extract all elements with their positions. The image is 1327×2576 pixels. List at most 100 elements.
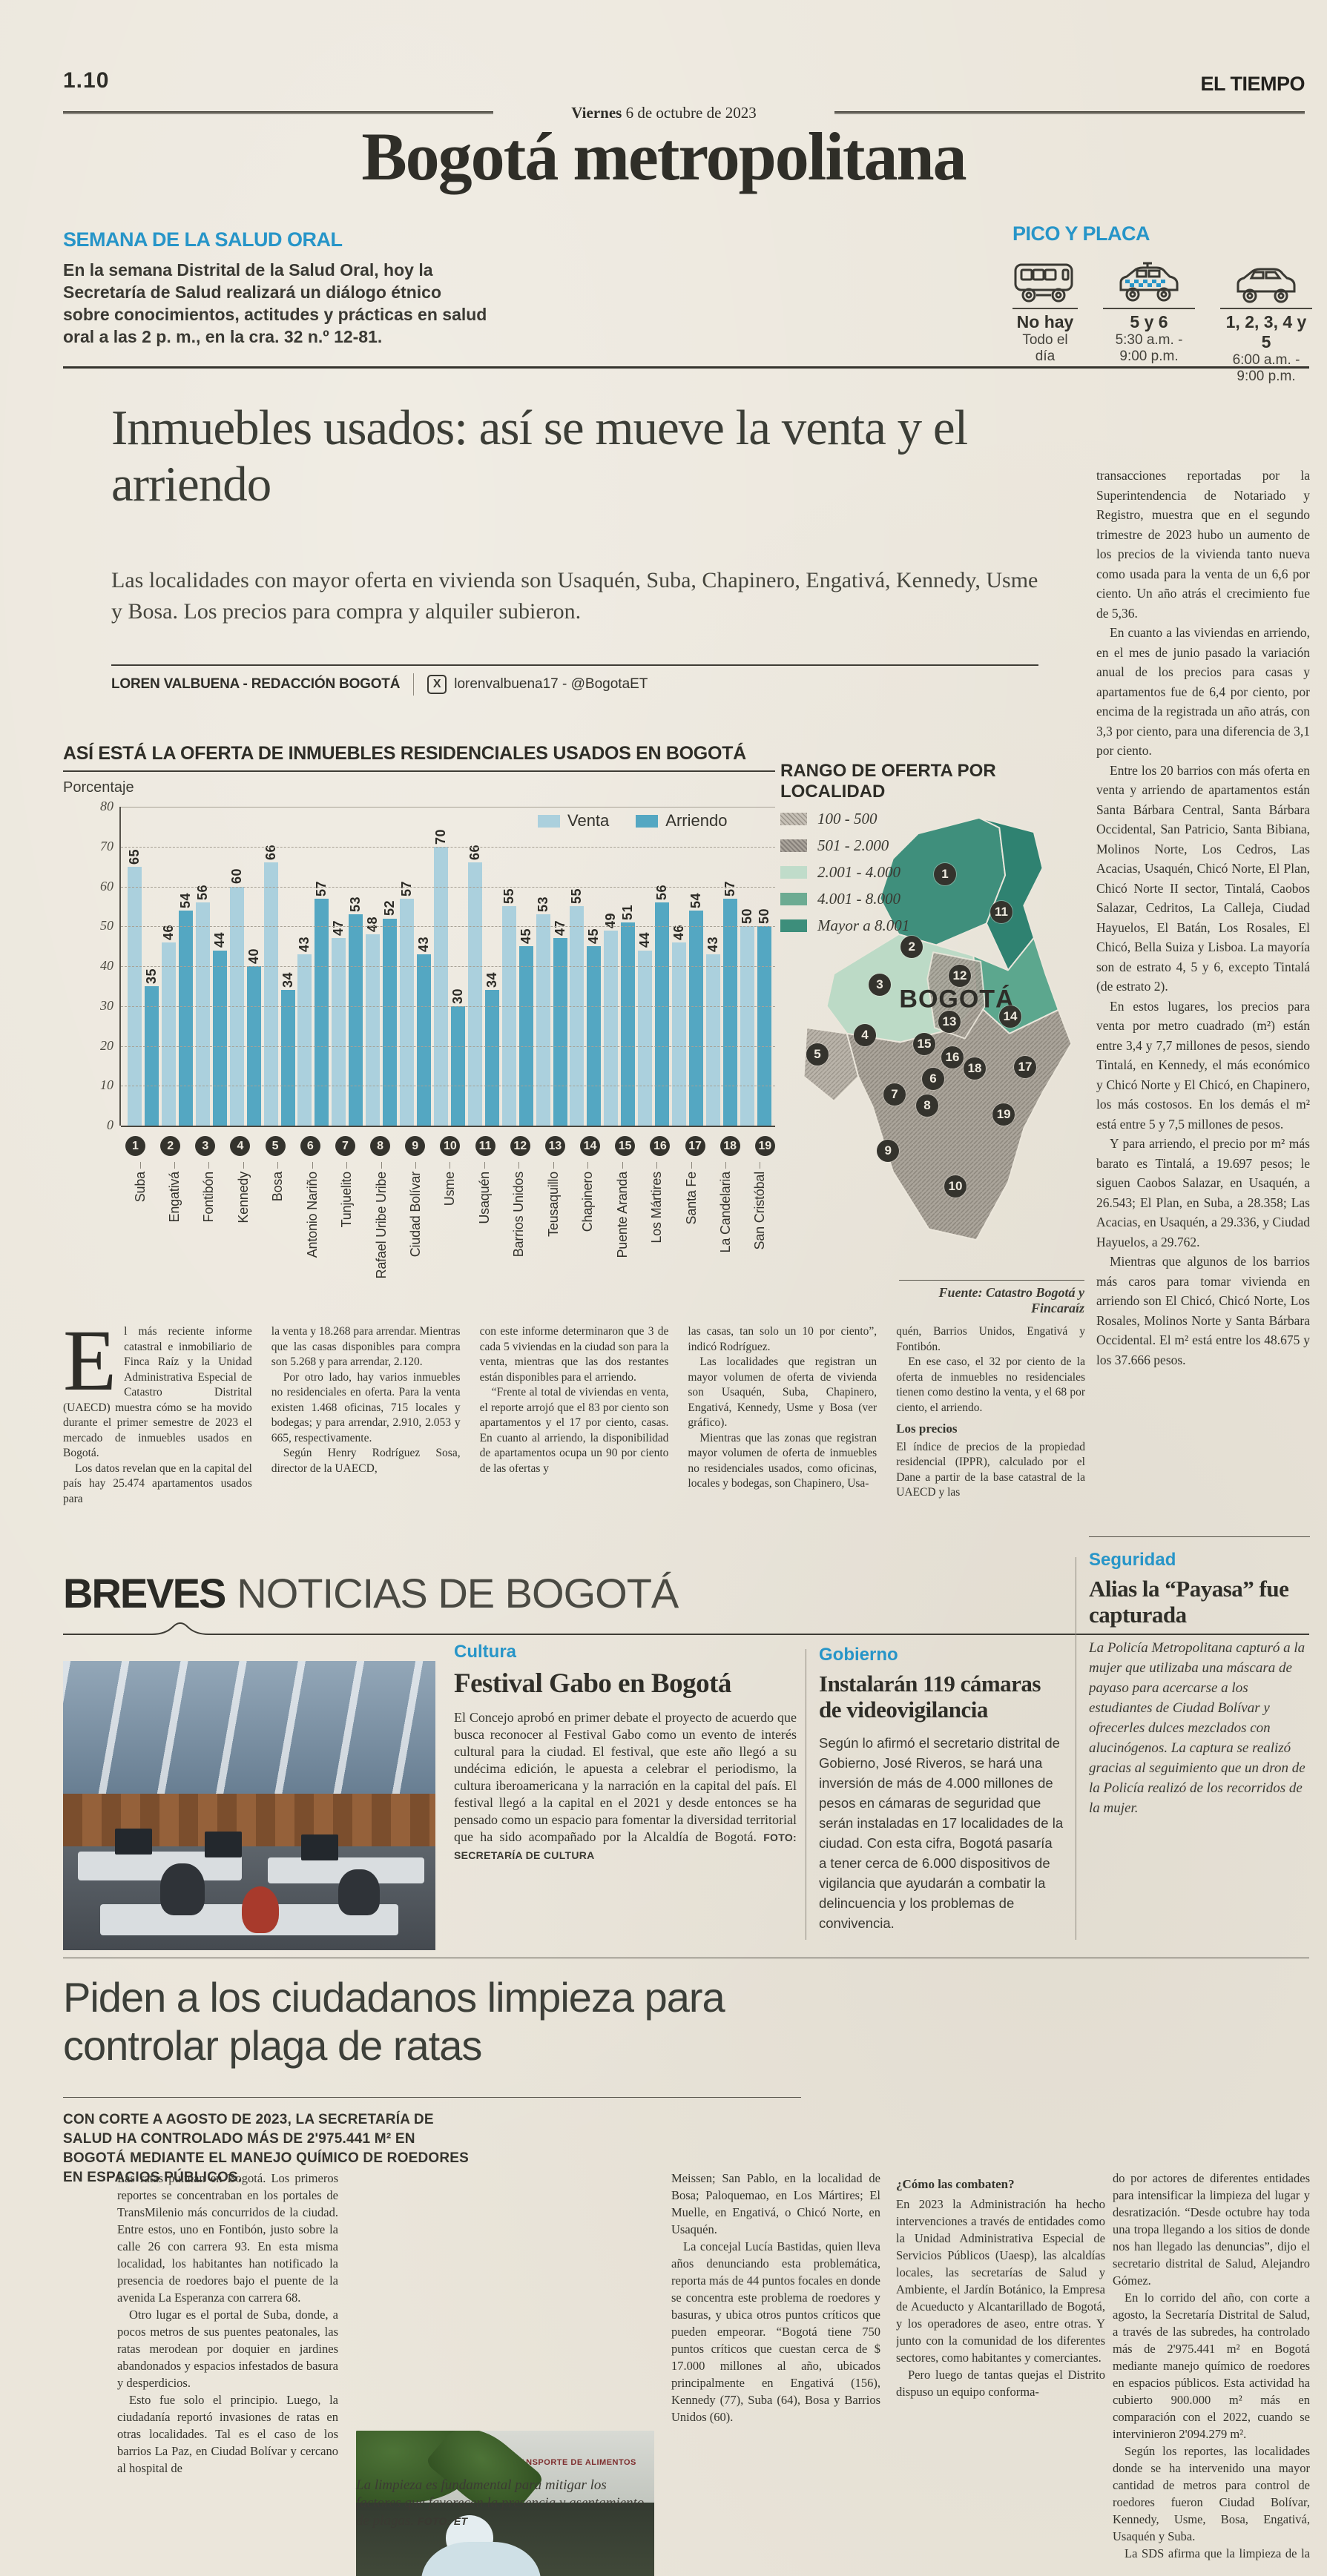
category-number-1: 1 — [125, 1136, 145, 1156]
brief-cultura-body: El Concejo aprobó en primer debate el pr… — [454, 1710, 797, 1862]
bar-value-label: 40 — [246, 948, 261, 964]
locality-name: Usme — [442, 1172, 458, 1206]
chart-block: ASÍ ESTÁ LA OFERTA DE INMUEBLES RESIDENC… — [63, 743, 1087, 1303]
locality-name: Fontibón — [201, 1172, 217, 1223]
bar-arriendo-Fontibón: 44 — [212, 807, 228, 1126]
map-legend-row: 501 - 2.000 — [780, 836, 909, 855]
paragraph: quén, Barrios Unidos, Engativá y Fontibó… — [896, 1325, 1085, 1353]
bar-group-Chapinero: 55 45 — [569, 807, 602, 1126]
category-name-cell: Usaquén — [470, 1162, 499, 1303]
category-number-19: 19 — [754, 1136, 775, 1156]
paragraph: Por otro lado, hay varios inmuebles no r… — [271, 1370, 461, 1444]
salud-oral-text: En la semana Distrital de la Salud Oral,… — [63, 260, 487, 346]
paragraph: Esto fue solo el principio. Luego, la ci… — [117, 2393, 338, 2475]
category-name-cell: Usme — [435, 1162, 465, 1303]
bar-group-Ciudad Bolívar: 57 43 — [399, 807, 432, 1126]
tick-dash — [243, 1162, 244, 1169]
brief-gobierno-kicker: Gobierno — [819, 1645, 898, 1665]
photo-monitor — [115, 1829, 153, 1855]
photo-person — [338, 1869, 380, 1916]
map-marker-7: 7 — [883, 1083, 906, 1106]
bar-venta — [195, 902, 210, 1126]
bar-venta — [297, 954, 312, 1126]
bar-arriendo — [484, 990, 499, 1126]
locality-name: Puente Aranda — [614, 1172, 630, 1258]
photo-person — [159, 1863, 205, 1916]
bar-value-label: 35 — [144, 968, 159, 984]
ratas-column-2: Meissen; San Pablo, en la localidad de B… — [671, 2170, 880, 2561]
map-legend-swatch — [780, 919, 807, 932]
bar-arriendo — [757, 926, 771, 1126]
paragraph: Entre los 20 barrios con más oferta en v… — [1096, 762, 1310, 994]
brief-seguridad: Seguridad Alias la “Payasa” fue capturad… — [1089, 1550, 1310, 1890]
bar-value-label: 43 — [297, 936, 312, 952]
masthead-date: Viernes 6 de octubre de 2023 — [571, 104, 757, 122]
bar-value-label: 48 — [365, 916, 381, 932]
page-number: 1.10 — [63, 68, 110, 93]
tick-dash — [587, 1162, 589, 1169]
category-name-cell: Santa Fe — [676, 1162, 706, 1303]
map-marker-4: 4 — [854, 1023, 876, 1046]
map-marker-2: 2 — [900, 936, 923, 959]
photo-truck-sign: TRANSPORTE DE ALIMENTOS — [508, 2458, 636, 2468]
bar-chart-plot: Venta Arriendo 65 35 46 54 56 44 60 40 66 34 43 57 47… — [100, 799, 775, 1132]
bar-venta-Santa Fe: 46 — [671, 807, 687, 1126]
tick-dash — [553, 1162, 554, 1169]
bar-group-Puente Aranda: 49 51 — [603, 807, 636, 1126]
bar-arriendo-Suba: 35 — [144, 807, 159, 1126]
bar-venta — [604, 930, 619, 1126]
breves-heading-rest: NOTICIAS DE BOGOTÁ — [237, 1570, 679, 1616]
drop-cap: E — [63, 1324, 117, 1409]
bar-venta-Chapinero: 55 — [569, 807, 585, 1126]
tick-dash — [725, 1162, 726, 1169]
bar-group-Usaquén: 66 34 — [467, 807, 500, 1126]
locality-name: Rafael Uribe Uribe — [373, 1172, 389, 1279]
paragraph: Y para arriendo, el precio por m² más ba… — [1096, 1136, 1310, 1249]
bar-arriendo — [178, 910, 193, 1126]
locality-name: Engativá — [166, 1172, 182, 1223]
map-title: RANGO DE OFERTA POR LOCALIDAD — [780, 761, 996, 802]
bar-value-label: 65 — [127, 848, 142, 865]
photo-red-chair — [241, 1886, 280, 1933]
bar-value-label: 47 — [552, 920, 567, 937]
breves-heading-bold: BREVES — [63, 1570, 226, 1616]
locality-name: Tunjuelito — [339, 1172, 355, 1228]
y-tick-label: 60 — [100, 878, 113, 894]
bar-venta — [263, 862, 278, 1126]
breves-photo — [63, 1661, 435, 1950]
locality-name: Ciudad Bolívar — [408, 1172, 423, 1258]
locality-name: Barrios Unidos — [511, 1172, 527, 1258]
bar-group-Usme: 70 30 — [433, 807, 466, 1126]
category-number-8: 8 — [370, 1136, 391, 1156]
category-name-cell: Los Mártires — [642, 1162, 672, 1303]
section-divider-rule — [63, 366, 1309, 369]
category-number-7: 7 — [335, 1136, 355, 1156]
category-name-cell: La Candelaria — [711, 1162, 740, 1303]
bar-venta-Los Mártires: 44 — [637, 807, 653, 1126]
tick-dash — [346, 1162, 348, 1169]
category-number-4: 4 — [230, 1136, 251, 1156]
bar-venta — [570, 906, 585, 1126]
bar-arriendo — [587, 946, 602, 1126]
bar-arriendo — [450, 1005, 465, 1126]
map-marker-11: 11 — [990, 900, 1012, 923]
y-tick-label: 0 — [107, 1117, 113, 1132]
locality-name: Teusaquillo — [545, 1172, 561, 1237]
bar-venta — [740, 926, 754, 1126]
article-column-2: la venta y 18.268 para arrendar. Mientra… — [271, 1324, 461, 1544]
bar-venta-San Cristóbal: 50 — [740, 807, 755, 1126]
brief-gobierno-body: Según lo afirmó el secretario distrital … — [819, 1735, 1064, 1932]
bar-group-Suba: 65 35 — [127, 807, 159, 1126]
byline-divider — [413, 673, 415, 696]
paragraph: do por actores de diferentes entidades p… — [1113, 2171, 1310, 2288]
bar-value-label: 45 — [586, 928, 602, 945]
bar-group-Barrios Unidos: 55 45 — [501, 807, 534, 1126]
bar-venta — [366, 934, 381, 1126]
map-legend-label: 2.001 - 4.000 — [817, 863, 900, 881]
category-number-2: 2 — [160, 1136, 181, 1156]
category-name-cell: Teusaquillo — [539, 1162, 568, 1303]
chart-category-names: Suba Engativá Fontibón Kennedy Bosa Antonio N… — [125, 1162, 775, 1303]
newspaper-name: EL TIEMPO — [1200, 73, 1305, 95]
bar-venta-Puente Aranda: 49 — [603, 807, 619, 1126]
paragraph: En lo corrido del año, con corte a agost… — [1113, 2291, 1310, 2441]
